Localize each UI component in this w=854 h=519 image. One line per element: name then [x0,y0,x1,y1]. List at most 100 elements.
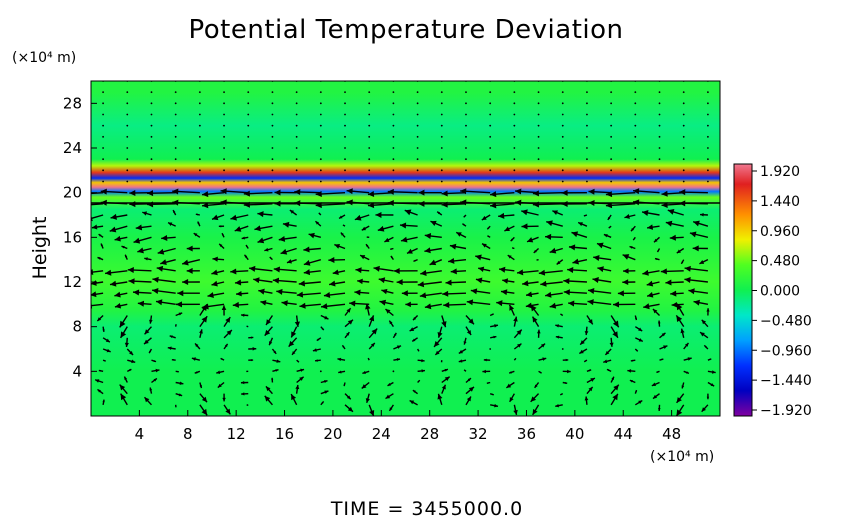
velocity-arrow [223,343,229,350]
velocity-arrow [315,190,346,197]
velocity-arrow [475,277,491,284]
velocity-arrow [420,270,442,276]
velocity-arrow [707,180,709,183]
velocity-arrow [102,359,106,362]
velocity-arrow [692,220,709,227]
colorbar-tick-label: 0.960 [760,224,800,240]
velocity-arrow [303,258,322,266]
velocity-arrow [295,91,298,94]
velocity-arrow [608,225,612,229]
velocity-arrow [463,214,467,218]
velocity-arrow [416,180,419,183]
velocity-arrow [211,214,225,221]
velocity-arrow [94,379,104,384]
velocity-arrow [440,158,443,161]
velocity-arrow [486,381,491,384]
velocity-arrow [127,359,136,364]
velocity-arrow [114,235,128,242]
velocity-arrow [246,325,249,328]
velocity-arrow [441,376,451,384]
velocity-arrow [683,342,690,350]
velocity-arrow [635,337,644,342]
velocity-arrow [537,169,540,172]
velocity-arrow [478,266,491,273]
velocity-arrow [634,348,639,352]
velocity-arrow [332,269,346,275]
velocity-arrow [128,278,152,285]
velocity-arrow [271,113,274,116]
y-axis-ticks: 4 8 12 16 20 24 28 [63,94,97,380]
velocity-arrow [355,267,370,274]
velocity-arrow [634,91,637,94]
velocity-arrow [344,180,346,183]
velocity-arrow [392,180,395,183]
velocity-arrow [659,332,666,339]
velocity-arrow [329,280,346,287]
velocity-arrow [605,191,636,198]
velocity-arrow [441,315,447,328]
velocity-arrow [120,393,128,406]
velocity-arrow [458,359,467,363]
velocity-arrow [559,393,564,396]
velocity-arrow [513,404,518,415]
velocity-arrow [490,335,497,339]
velocity-arrow [586,135,588,138]
velocity-arrow [568,244,588,251]
velocity-arrow [513,147,516,149]
velocity-arrow [174,158,177,161]
velocity-arrow [181,258,201,266]
velocity-arrow [622,254,636,261]
velocity-arrow [223,91,225,94]
velocity-arrow [149,315,153,324]
velocity-arrow [658,158,661,161]
velocity-arrow [172,188,200,195]
velocity-arrow [340,232,346,238]
velocity-arrow [513,124,516,127]
velocity-arrows [91,81,716,416]
velocity-arrow [294,315,300,328]
velocity-arrow [316,337,322,342]
velocity-arrow [174,124,177,127]
velocity-arrow [271,169,274,172]
velocity-arrow [260,300,273,306]
velocity-arrow [143,337,152,345]
velocity-arrow [385,393,394,400]
velocity-arrow [320,401,325,406]
velocity-arrow [405,301,418,308]
velocity-arrow [295,158,298,161]
velocity-arrow [150,135,153,138]
velocity-arrow [624,213,636,219]
velocity-arrow [295,180,298,183]
velocity-arrow [592,277,612,283]
velocity-arrow [344,158,346,161]
velocity-arrow [561,91,564,94]
velocity-arrow [680,328,685,338]
velocity-arrow [151,377,158,384]
velocity-arrow [320,390,329,395]
velocity-arrow [443,301,467,308]
velocity-arrow [706,393,710,400]
velocity-arrow [707,381,715,387]
velocity-arrow [298,280,321,287]
velocity-arrow [126,368,132,372]
velocity-arrow [629,245,636,250]
velocity-arrow [247,147,250,149]
velocity-arrow [561,102,564,105]
velocity-arrow [102,158,104,161]
velocity-arrow [198,169,201,172]
velocity-arrow [684,276,708,283]
velocity-arrow [299,302,321,309]
velocity-arrow [368,328,378,339]
velocity-arrow [440,180,443,183]
velocity-arrow [586,369,592,372]
temperature-field [91,81,720,416]
velocity-arrow [610,326,619,339]
velocity-arrow [133,236,152,244]
x-axis-ticks: 4 8 12 16 20 24 28 32 36 40 44 48 [135,410,681,443]
velocity-arrow [368,113,371,116]
velocity-arrow [286,258,297,264]
velocity-arrow [295,384,300,394]
velocity-arrow [217,381,225,389]
velocity-arrow [502,278,515,284]
velocity-arrow [610,147,613,149]
